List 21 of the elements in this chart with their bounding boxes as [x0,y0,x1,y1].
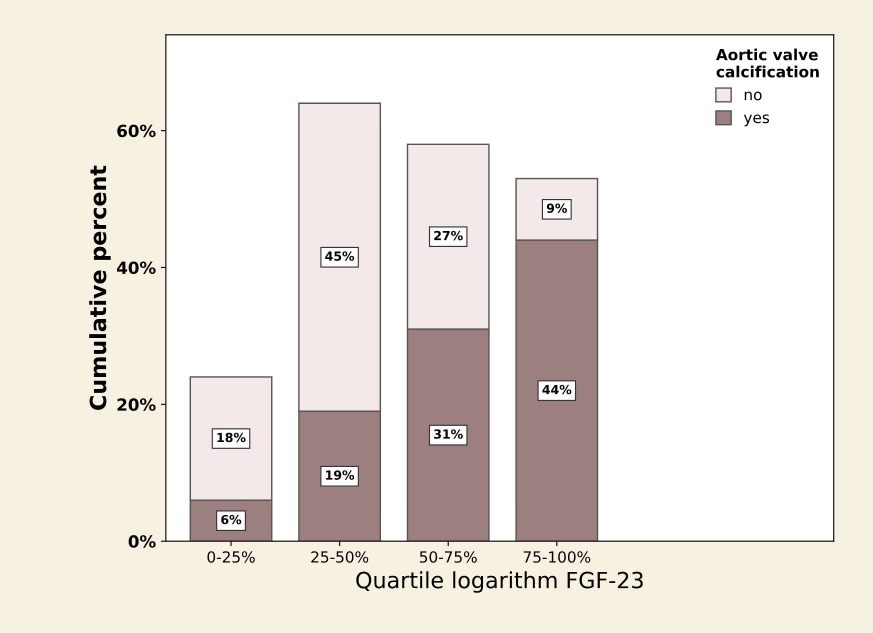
y-axis-title: Cumulative percent [89,166,111,410]
data-label: 27% [434,230,463,240]
y-tick-label: 60% [117,124,156,138]
legend-label: yes [744,114,770,126]
y-tick-label: 40% [117,261,156,274]
x-tick-label: 0-25% [207,551,255,563]
data-label: 31% [434,429,463,439]
x-tick-label: 25-50% [311,551,368,563]
data-label: 18% [217,432,246,442]
data-label: 9% [546,203,568,213]
x-tick-label: 50-75% [420,551,477,563]
legend-title: Aortic valve calcification [716,48,819,78]
y-tick-label: 20% [118,398,156,411]
data-label: 44% [542,384,572,394]
data-label: 19% [326,470,354,480]
x-tick-label: 75-100% [524,551,590,563]
data-label: 45% [325,251,354,261]
x-axis-title: Quartile logarithm FGF-23 [356,571,643,593]
legend-label: no [744,92,762,100]
y-tick-label: 0% [128,535,156,548]
data-label: 6% [221,514,242,524]
